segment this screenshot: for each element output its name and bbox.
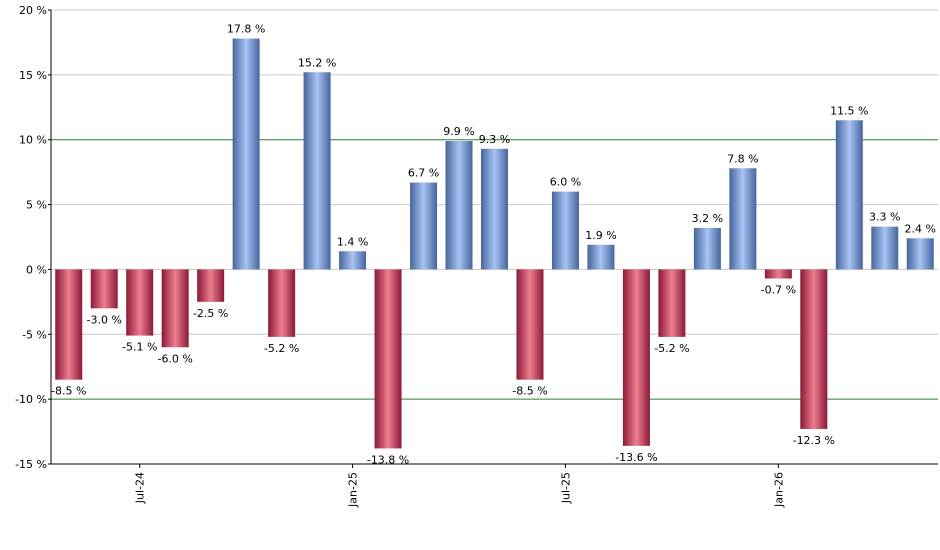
bar-value-label: -13.6 % bbox=[615, 451, 657, 464]
bar bbox=[445, 141, 473, 270]
bar bbox=[161, 269, 189, 348]
bar bbox=[764, 269, 792, 279]
x-tick-label: Jan-26 bbox=[772, 472, 785, 508]
x-tick-label: Jul-24 bbox=[134, 472, 147, 504]
y-tick-label: 0 % bbox=[26, 263, 47, 276]
bar bbox=[551, 191, 579, 270]
axes: 20 % 15 % 10 % 5 % 0 % -5 % -10 % -15 % Jul-24 Ja… bbox=[15, 4, 938, 508]
bar-value-label: 11.5 % bbox=[830, 104, 868, 117]
bar-value-label: -8.5 % bbox=[512, 385, 547, 398]
bar bbox=[658, 269, 686, 337]
bar-value-label: 17.8 % bbox=[227, 23, 265, 36]
y-tick-label: -10 % bbox=[15, 393, 47, 406]
bar-value-label: -0.7 % bbox=[761, 284, 796, 297]
bar-value-label: -2.5 % bbox=[193, 307, 228, 320]
y-tick-label: 20 % bbox=[19, 4, 47, 17]
bar-value-label: 15.2 % bbox=[298, 56, 336, 69]
bar bbox=[693, 227, 721, 270]
bar-value-label: 6.0 % bbox=[550, 176, 581, 189]
x-tick-label: Jan-25 bbox=[347, 472, 360, 508]
bar-value-label: 7.8 % bbox=[727, 152, 758, 165]
bar-value-label: 2.4 % bbox=[905, 222, 936, 235]
y-tick-label: -15 % bbox=[15, 458, 47, 471]
y-tick-label: 15 % bbox=[19, 69, 47, 82]
bar bbox=[800, 269, 828, 429]
bar-value-label: 9.3 % bbox=[479, 133, 510, 146]
bar bbox=[410, 182, 438, 270]
bar bbox=[516, 269, 544, 380]
bar bbox=[622, 269, 650, 446]
bar-value-label: -5.2 % bbox=[264, 342, 299, 355]
bar bbox=[587, 244, 615, 270]
bar-value-label: -5.1 % bbox=[122, 341, 157, 354]
bar bbox=[871, 226, 899, 270]
bar-value-label: -13.8 % bbox=[367, 453, 409, 466]
bar bbox=[126, 269, 154, 336]
bar-value-label: 3.2 % bbox=[692, 212, 723, 225]
bar-value-label: -8.5 % bbox=[51, 385, 86, 398]
y-tick-label: -5 % bbox=[22, 328, 47, 341]
bar-value-label: 3.3 % bbox=[869, 211, 900, 224]
bar-value-label: 1.9 % bbox=[585, 229, 616, 242]
bar-value-label: 1.4 % bbox=[337, 235, 368, 248]
bar-value-label: -5.2 % bbox=[654, 342, 689, 355]
bar-value-label: -3.0 % bbox=[87, 313, 122, 326]
y-tick-label: 5 % bbox=[26, 199, 47, 212]
bar bbox=[90, 269, 118, 309]
bar bbox=[197, 269, 225, 302]
bar-value-label: -6.0 % bbox=[157, 352, 192, 365]
bar-value-label: 9.9 % bbox=[443, 125, 474, 138]
y-tick-label: 10 % bbox=[19, 134, 47, 147]
bar bbox=[374, 269, 402, 449]
bar bbox=[232, 38, 260, 270]
bar bbox=[906, 238, 934, 270]
bar bbox=[55, 269, 83, 380]
bar bbox=[268, 269, 296, 337]
bar bbox=[835, 120, 863, 270]
bar bbox=[729, 168, 757, 270]
bar bbox=[481, 148, 508, 270]
bar-value-label: 6.7 % bbox=[408, 167, 439, 180]
bar-value-label: -12.3 % bbox=[793, 434, 835, 447]
data-labels: -8.5 % -3.0 % -5.1 %-6.0 % -2.5 % 17.8 % -5.2… bbox=[51, 23, 936, 467]
bar bbox=[303, 72, 331, 270]
x-tick-label: Jul-25 bbox=[559, 472, 572, 504]
bars bbox=[55, 38, 934, 449]
bar bbox=[339, 251, 367, 270]
